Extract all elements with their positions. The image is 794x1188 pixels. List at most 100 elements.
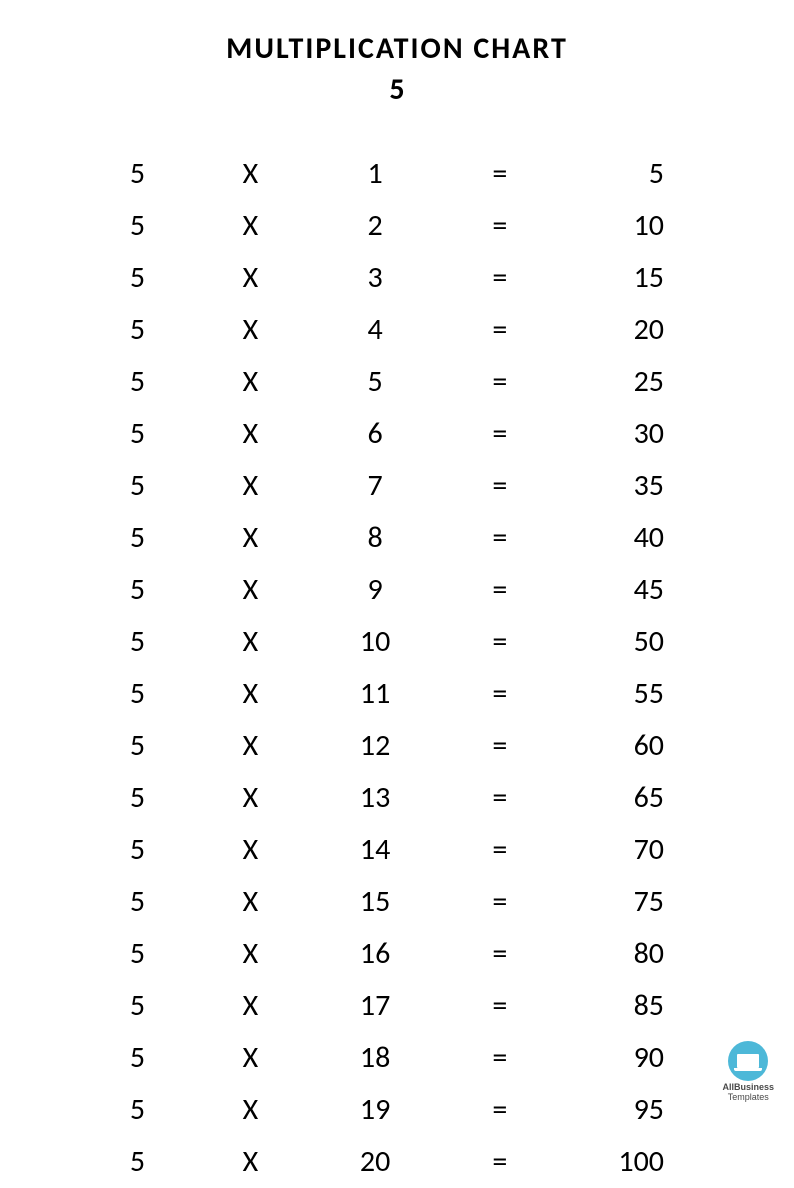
operator-cell: X (185, 668, 316, 720)
table-row: 5X15=75 (90, 876, 684, 928)
operator-cell: X (185, 1032, 316, 1084)
operator-cell: X (185, 1084, 316, 1136)
multiplicand-cell: 5 (90, 304, 185, 356)
multiplicand-cell: 5 (90, 512, 185, 564)
operator-cell: X (185, 876, 316, 928)
result-cell: 25 (565, 356, 684, 408)
multiplier-cell: 17 (316, 980, 435, 1032)
result-cell: 35 (565, 460, 684, 512)
multiplicand-cell: 5 (90, 1032, 185, 1084)
operator-cell: X (185, 1136, 316, 1188)
operator-cell: X (185, 824, 316, 876)
multiplier-cell: 15 (316, 876, 435, 928)
page-subtitle: 5 (0, 71, 794, 108)
operator-cell: X (185, 564, 316, 616)
multiplicand-cell: 5 (90, 356, 185, 408)
table-row: 5X14=70 (90, 824, 684, 876)
multiplication-table: 5X1=55X2=105X3=155X4=205X5=255X6=305X7=3… (90, 148, 684, 1188)
operator-cell: X (185, 460, 316, 512)
operator-cell: X (185, 356, 316, 408)
operator-cell: X (185, 928, 316, 980)
header: MULTIPLICATION CHART 5 (0, 0, 794, 148)
equals-cell: = (435, 1032, 566, 1084)
multiplier-cell: 16 (316, 928, 435, 980)
multiplicand-cell: 5 (90, 460, 185, 512)
multiplicand-cell: 5 (90, 928, 185, 980)
equals-cell: = (435, 304, 566, 356)
multiplier-cell: 2 (316, 200, 435, 252)
equals-cell: = (435, 824, 566, 876)
multiplicand-cell: 5 (90, 616, 185, 668)
multiplicand-cell: 5 (90, 408, 185, 460)
multiplier-cell: 10 (316, 616, 435, 668)
result-cell: 60 (565, 720, 684, 772)
table-row: 5X17=85 (90, 980, 684, 1032)
equals-cell: = (435, 252, 566, 304)
page-title: MULTIPLICATION CHART (0, 30, 794, 67)
operator-cell: X (185, 408, 316, 460)
result-cell: 15 (565, 252, 684, 304)
equals-cell: = (435, 148, 566, 200)
multiplier-cell: 6 (316, 408, 435, 460)
multiplier-cell: 14 (316, 824, 435, 876)
multiplier-cell: 12 (316, 720, 435, 772)
brand-logo: AllBusiness Templates (722, 1041, 774, 1103)
multiplicand-cell: 5 (90, 564, 185, 616)
result-cell: 80 (565, 928, 684, 980)
table-row: 5X7=35 (90, 460, 684, 512)
result-cell: 55 (565, 668, 684, 720)
multiplicand-cell: 5 (90, 876, 185, 928)
operator-cell: X (185, 616, 316, 668)
equals-cell: = (435, 1136, 566, 1188)
result-cell: 10 (565, 200, 684, 252)
result-cell: 75 (565, 876, 684, 928)
table-row: 5X18=90 (90, 1032, 684, 1084)
result-cell: 20 (565, 304, 684, 356)
multiplication-table-container: 5X1=55X2=105X3=155X4=205X5=255X6=305X7=3… (0, 148, 794, 1188)
result-cell: 85 (565, 980, 684, 1032)
equals-cell: = (435, 408, 566, 460)
multiplicand-cell: 5 (90, 980, 185, 1032)
equals-cell: = (435, 876, 566, 928)
result-cell: 5 (565, 148, 684, 200)
multiplier-cell: 18 (316, 1032, 435, 1084)
logo-text: AllBusiness Templates (722, 1083, 774, 1103)
equals-cell: = (435, 200, 566, 252)
result-cell: 45 (565, 564, 684, 616)
multiplicand-cell: 5 (90, 824, 185, 876)
multiplier-cell: 13 (316, 772, 435, 824)
operator-cell: X (185, 252, 316, 304)
result-cell: 100 (565, 1136, 684, 1188)
result-cell: 70 (565, 824, 684, 876)
equals-cell: = (435, 668, 566, 720)
table-row: 5X19=95 (90, 1084, 684, 1136)
operator-cell: X (185, 148, 316, 200)
multiplier-cell: 3 (316, 252, 435, 304)
multiplier-cell: 5 (316, 356, 435, 408)
table-row: 5X11=55 (90, 668, 684, 720)
operator-cell: X (185, 772, 316, 824)
table-row: 5X6=30 (90, 408, 684, 460)
multiplicand-cell: 5 (90, 148, 185, 200)
result-cell: 95 (565, 1084, 684, 1136)
equals-cell: = (435, 356, 566, 408)
multiplicand-cell: 5 (90, 252, 185, 304)
multiplicand-cell: 5 (90, 200, 185, 252)
multiplicand-cell: 5 (90, 1084, 185, 1136)
multiplicand-cell: 5 (90, 668, 185, 720)
table-row: 5X3=15 (90, 252, 684, 304)
equals-cell: = (435, 928, 566, 980)
operator-cell: X (185, 200, 316, 252)
multiplier-cell: 7 (316, 460, 435, 512)
logo-line1: AllBusiness (722, 1082, 774, 1092)
equals-cell: = (435, 616, 566, 668)
table-row: 5X5=25 (90, 356, 684, 408)
result-cell: 40 (565, 512, 684, 564)
multiplicand-cell: 5 (90, 1136, 185, 1188)
equals-cell: = (435, 720, 566, 772)
equals-cell: = (435, 460, 566, 512)
table-row: 5X16=80 (90, 928, 684, 980)
table-row: 5X20=100 (90, 1136, 684, 1188)
multiplier-cell: 9 (316, 564, 435, 616)
table-row: 5X2=10 (90, 200, 684, 252)
